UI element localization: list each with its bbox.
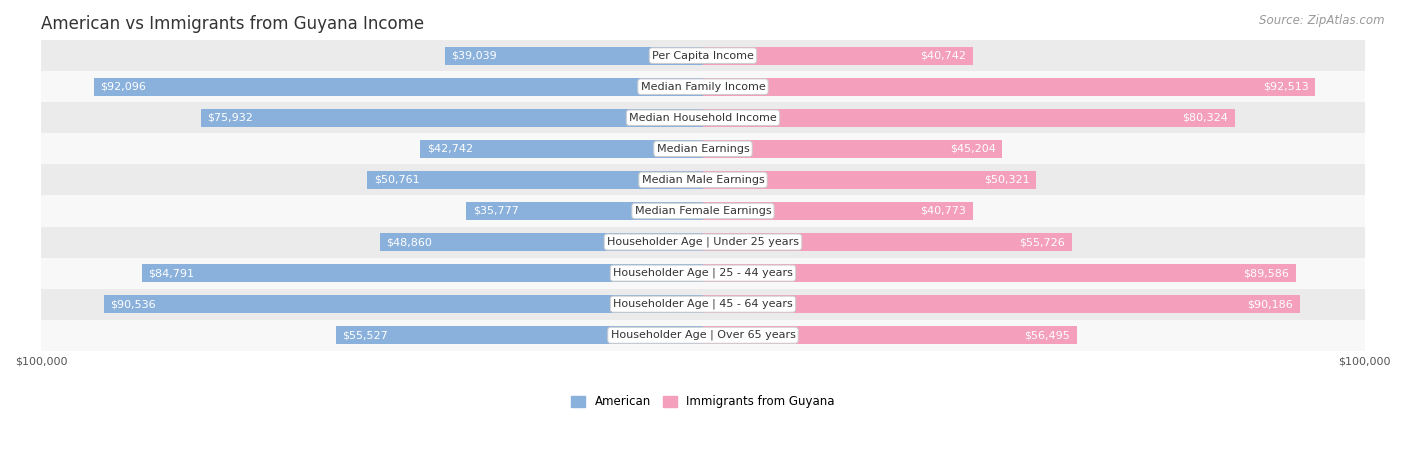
- Text: $90,186: $90,186: [1247, 299, 1294, 309]
- Text: $40,742: $40,742: [920, 50, 966, 61]
- Text: $90,536: $90,536: [111, 299, 156, 309]
- Bar: [444, 47, 703, 64]
- Bar: [703, 78, 1315, 96]
- Text: $56,495: $56,495: [1025, 330, 1070, 340]
- Bar: [142, 264, 703, 282]
- Text: $92,513: $92,513: [1263, 82, 1309, 92]
- Text: $84,791: $84,791: [149, 268, 194, 278]
- Text: $55,726: $55,726: [1019, 237, 1066, 247]
- Text: $40,773: $40,773: [921, 206, 966, 216]
- Bar: [41, 102, 1365, 133]
- Legend: American, Immigrants from Guyana: American, Immigrants from Guyana: [567, 391, 839, 413]
- Bar: [703, 202, 973, 220]
- Bar: [201, 109, 703, 127]
- Bar: [41, 289, 1365, 320]
- Bar: [367, 171, 703, 189]
- Bar: [41, 40, 1365, 71]
- Text: $42,742: $42,742: [427, 144, 472, 154]
- Text: $92,096: $92,096: [100, 82, 146, 92]
- Text: Median Household Income: Median Household Income: [628, 113, 778, 123]
- Text: Per Capita Income: Per Capita Income: [652, 50, 754, 61]
- Bar: [336, 326, 703, 344]
- Bar: [41, 164, 1365, 196]
- Text: $45,204: $45,204: [949, 144, 995, 154]
- Text: Householder Age | Over 65 years: Householder Age | Over 65 years: [610, 330, 796, 340]
- Bar: [703, 171, 1036, 189]
- Text: Median Earnings: Median Earnings: [657, 144, 749, 154]
- Bar: [41, 320, 1365, 351]
- Text: Householder Age | Under 25 years: Householder Age | Under 25 years: [607, 237, 799, 248]
- Text: $75,932: $75,932: [207, 113, 253, 123]
- Text: Median Family Income: Median Family Income: [641, 82, 765, 92]
- Bar: [703, 47, 973, 64]
- Bar: [94, 78, 703, 96]
- Text: Source: ZipAtlas.com: Source: ZipAtlas.com: [1260, 14, 1385, 27]
- Bar: [703, 326, 1077, 344]
- Text: Median Female Earnings: Median Female Earnings: [634, 206, 772, 216]
- Text: $35,777: $35,777: [472, 206, 519, 216]
- Bar: [703, 295, 1299, 313]
- Bar: [380, 233, 703, 251]
- Text: $50,321: $50,321: [984, 175, 1029, 185]
- Bar: [41, 196, 1365, 226]
- Text: $50,761: $50,761: [374, 175, 419, 185]
- Text: $80,324: $80,324: [1182, 113, 1227, 123]
- Bar: [703, 109, 1234, 127]
- Text: $89,586: $89,586: [1243, 268, 1289, 278]
- Bar: [41, 133, 1365, 164]
- Bar: [467, 202, 703, 220]
- Text: $39,039: $39,039: [451, 50, 498, 61]
- Bar: [41, 226, 1365, 258]
- Text: American vs Immigrants from Guyana Income: American vs Immigrants from Guyana Incom…: [41, 15, 425, 33]
- Bar: [41, 258, 1365, 289]
- Bar: [41, 71, 1365, 102]
- Bar: [104, 295, 703, 313]
- Bar: [703, 140, 1002, 158]
- Text: Householder Age | 25 - 44 years: Householder Age | 25 - 44 years: [613, 268, 793, 278]
- Text: $48,860: $48,860: [387, 237, 432, 247]
- Text: Median Male Earnings: Median Male Earnings: [641, 175, 765, 185]
- Text: $55,527: $55,527: [342, 330, 388, 340]
- Text: Householder Age | 45 - 64 years: Householder Age | 45 - 64 years: [613, 299, 793, 310]
- Bar: [420, 140, 703, 158]
- Bar: [703, 233, 1071, 251]
- Bar: [703, 264, 1296, 282]
